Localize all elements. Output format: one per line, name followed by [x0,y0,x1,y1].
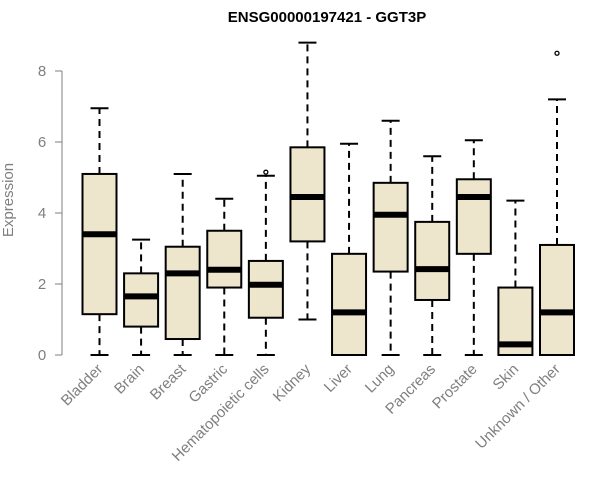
x-tick-label: Liver [321,361,356,396]
y-tick-label: 2 [38,276,46,293]
iqr-box [206,229,243,289]
x-tick-label: Breast [147,360,190,403]
boxes-group [81,41,575,356]
box-lung [372,119,409,356]
iqr-box [164,245,201,341]
iqr-box [372,181,409,273]
y-axis: 0 2 4 6 8 [38,63,63,364]
iqr-box [414,220,451,301]
iqr-box [81,172,118,316]
iqr-box [247,259,284,319]
x-tick-label: Prostate [429,361,481,413]
y-tick-label: 8 [38,63,46,80]
outlier-point [263,169,269,175]
box-pancreas [414,155,451,356]
chart-title: ENSG00000197421 - GGT3P [228,9,426,26]
box-prostate [455,139,492,356]
box-breast [164,172,201,356]
iqr-box [123,272,160,328]
box-skin [497,199,534,356]
box-gastric [206,197,243,356]
x-tick-label: Bladder [58,361,107,410]
box-kidney [289,41,326,321]
x-tick-label: Lung [362,361,398,397]
iqr-box [331,252,368,356]
y-tick-label: 6 [38,134,46,151]
box-liver [331,142,368,356]
y-tick-label: 4 [38,205,46,222]
x-tick-label: Skin [490,361,523,394]
box-hematopoietic-cells [247,169,284,356]
x-tick-label: Brain [111,361,148,398]
iqr-box [539,243,575,356]
outlier-point [554,50,560,56]
iqr-box [455,178,492,255]
box-unknown-other [539,50,575,356]
x-tick-label: Kidney [270,360,315,405]
box-brain [123,238,160,356]
box-bladder [81,107,118,356]
y-tick-label: 0 [38,347,46,364]
y-axis-label: Expression [0,163,17,237]
